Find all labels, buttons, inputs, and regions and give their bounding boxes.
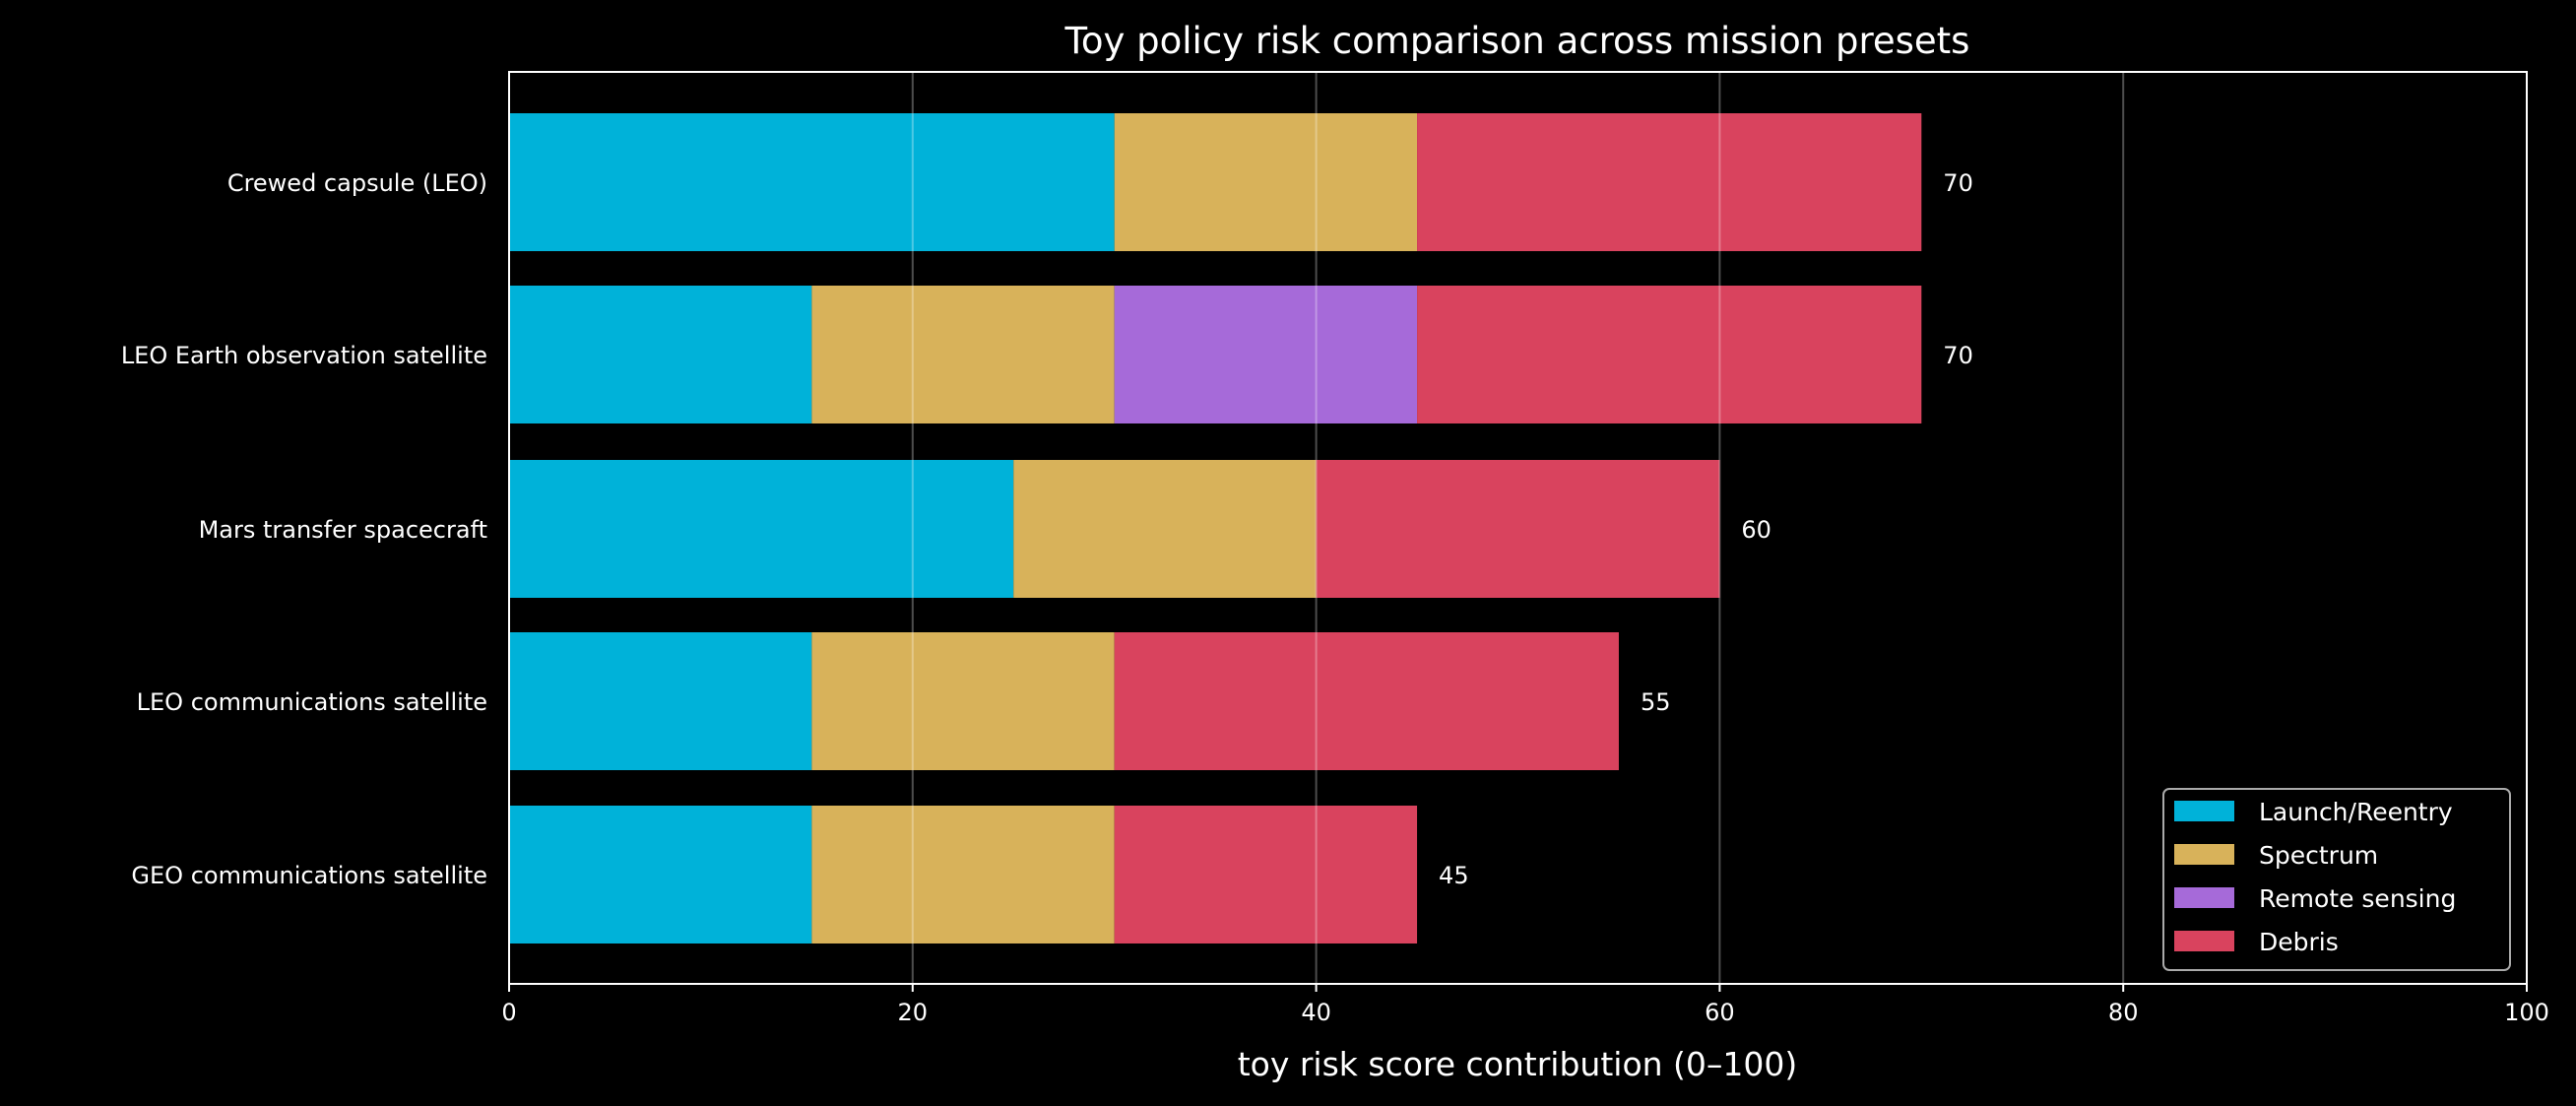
x-tick-label: 40 xyxy=(1301,999,1331,1026)
bar-segment xyxy=(509,632,812,770)
bar-segment xyxy=(1013,460,1317,598)
bar-segment xyxy=(509,806,812,943)
x-tick-label: 60 xyxy=(1705,999,1735,1026)
total-labels: 70 70 60 55 45 xyxy=(1439,169,1973,889)
x-axis-label: toy risk score contribution (0–100) xyxy=(1238,1045,1798,1083)
bar-segment xyxy=(1417,113,1922,251)
y-tick-label: Crewed capsule (LEO) xyxy=(227,169,487,197)
x-tick-label: 80 xyxy=(2108,999,2139,1026)
bar-segment xyxy=(1114,806,1418,943)
legend-swatch xyxy=(2174,844,2234,865)
x-tick-label: 0 xyxy=(501,999,516,1026)
bar-segment xyxy=(1417,286,1922,423)
bar-segment xyxy=(811,286,1115,423)
total-label: 70 xyxy=(1943,342,1973,369)
y-tick-label: GEO communications satellite xyxy=(131,862,487,889)
legend-swatch xyxy=(2174,887,2234,908)
legend-label: Spectrum xyxy=(2259,841,2378,870)
y-tick-label: LEO Earth observation satellite xyxy=(121,342,487,369)
legend-label: Debris xyxy=(2259,928,2339,956)
x-tick-label: 100 xyxy=(2504,999,2549,1026)
total-label: 45 xyxy=(1439,862,1469,889)
legend-swatch xyxy=(2174,931,2234,951)
bar-segment xyxy=(509,460,1014,598)
bar-segment xyxy=(509,286,812,423)
y-tick-labels: Crewed capsule (LEO) LEO Earth observatio… xyxy=(121,169,487,889)
legend-label: Launch/Reentry xyxy=(2259,798,2453,826)
chart-title: Toy policy risk comparison across missio… xyxy=(1064,20,1970,62)
total-label: 60 xyxy=(1741,516,1771,544)
bar-segment xyxy=(1114,286,1418,423)
legend-swatch xyxy=(2174,801,2234,821)
bars xyxy=(509,113,1922,943)
bar-segment xyxy=(811,632,1115,770)
total-label: 70 xyxy=(1943,169,1973,197)
total-label: 55 xyxy=(1641,688,1671,716)
bar-segment xyxy=(509,113,1115,251)
x-tick-labels: 0 20 40 60 80 100 xyxy=(501,984,2549,1026)
legend: Launch/Reentry Spectrum Remote sensing Debr… xyxy=(2162,788,2511,971)
x-tick-label: 20 xyxy=(898,999,929,1026)
legend-frame xyxy=(2162,788,2511,971)
gridlines xyxy=(911,72,2125,984)
bar-segment xyxy=(811,806,1115,943)
bar-segment xyxy=(1114,113,1418,251)
bar-segment xyxy=(1114,632,1619,770)
y-tick-label: Mars transfer spacecraft xyxy=(199,516,487,544)
legend-label: Remote sensing xyxy=(2259,884,2456,913)
y-tick-label: LEO communications satellite xyxy=(137,688,487,716)
bar-segment xyxy=(1316,460,1720,598)
plot-frame xyxy=(508,71,2528,985)
